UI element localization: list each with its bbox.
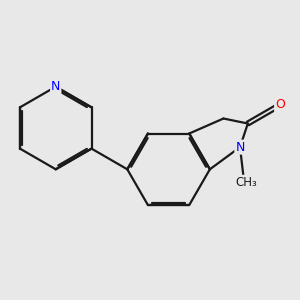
- Text: CH₃: CH₃: [235, 176, 257, 189]
- Text: N: N: [51, 80, 60, 93]
- Text: N: N: [235, 141, 245, 154]
- Text: O: O: [275, 98, 285, 111]
